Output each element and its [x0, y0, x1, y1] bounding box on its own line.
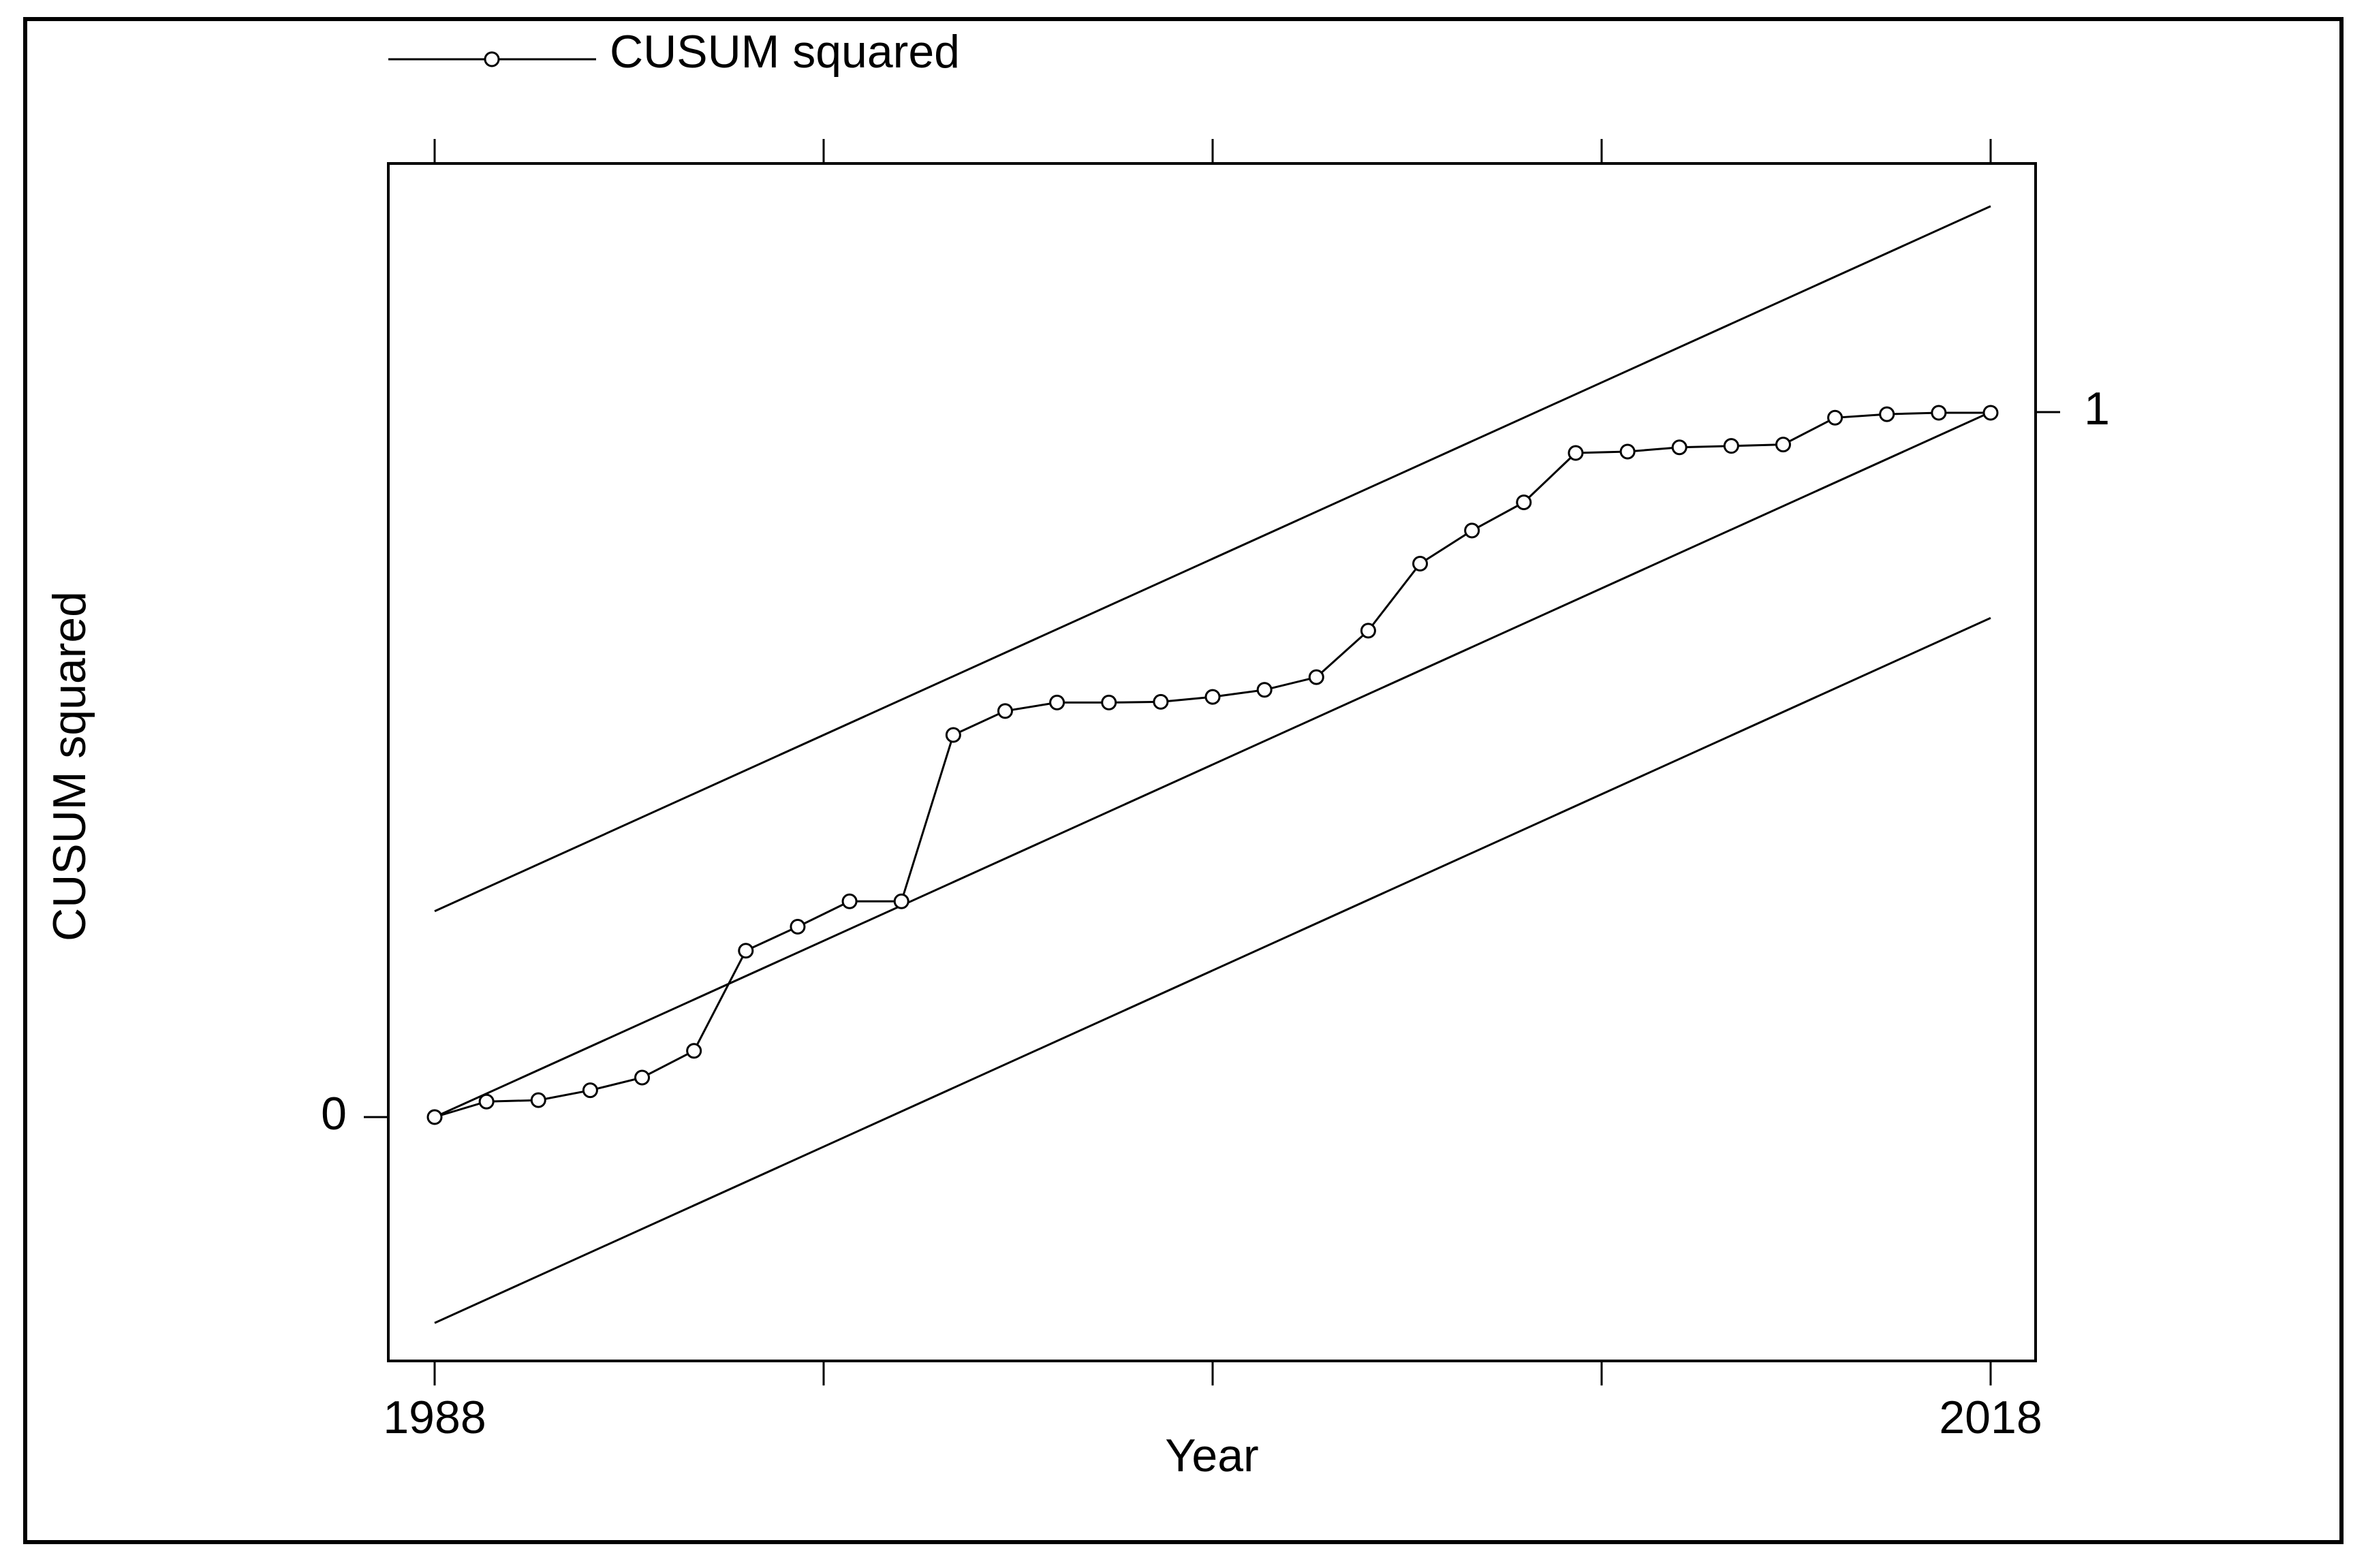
legend: CUSUM squared [388, 26, 960, 78]
cusum-series [426, 405, 1999, 1125]
data-point [1982, 405, 1999, 421]
data-point [997, 703, 1013, 719]
data-point [1671, 439, 1687, 456]
data-point [426, 1109, 443, 1125]
data-point [478, 1093, 495, 1110]
data-point [686, 1043, 702, 1059]
data-point [1049, 694, 1065, 710]
data-point [1516, 494, 1532, 510]
data-point [1308, 669, 1324, 685]
data-point [1619, 443, 1636, 460]
data-point [790, 919, 806, 935]
lower-bound-line [434, 616, 1991, 1324]
y-tick-label: 1 [2084, 383, 2110, 435]
data-point [1204, 689, 1221, 705]
data-point [582, 1082, 598, 1099]
legend-label: CUSUM squared [610, 26, 960, 78]
data-point [1360, 623, 1376, 639]
data-point [1775, 437, 1791, 453]
x-tick-label: 2018 [1939, 1392, 2042, 1443]
data-point [893, 893, 909, 909]
data-point [1568, 445, 1584, 461]
data-point [1723, 438, 1739, 454]
axes: 1988 2018 0 1 [321, 139, 2110, 1443]
data-point [1879, 406, 1895, 422]
data-point [1827, 409, 1843, 426]
expected-line [434, 411, 1991, 1118]
data-point [738, 943, 754, 959]
plot-frame [387, 162, 2037, 1362]
x-axis-label: Year [1165, 1430, 1258, 1481]
data-point [1153, 693, 1169, 710]
y-axis-label: CUSUM squared [44, 591, 95, 941]
data-point [841, 893, 858, 909]
data-point [1256, 682, 1273, 698]
data-point [1931, 405, 1947, 421]
data-point [530, 1092, 546, 1108]
x-tick-label: 1988 [383, 1392, 486, 1443]
upper-bound-line [434, 205, 1991, 913]
data-point [1101, 694, 1117, 710]
data-point [1464, 522, 1480, 539]
y-tick-label: 0 [321, 1088, 347, 1140]
boundary-lines [434, 205, 1991, 1324]
legend-marker-circle [484, 51, 500, 67]
data-point [634, 1069, 651, 1086]
outer-frame [23, 17, 2344, 1544]
data-point [1412, 556, 1429, 572]
data-point [945, 727, 961, 743]
